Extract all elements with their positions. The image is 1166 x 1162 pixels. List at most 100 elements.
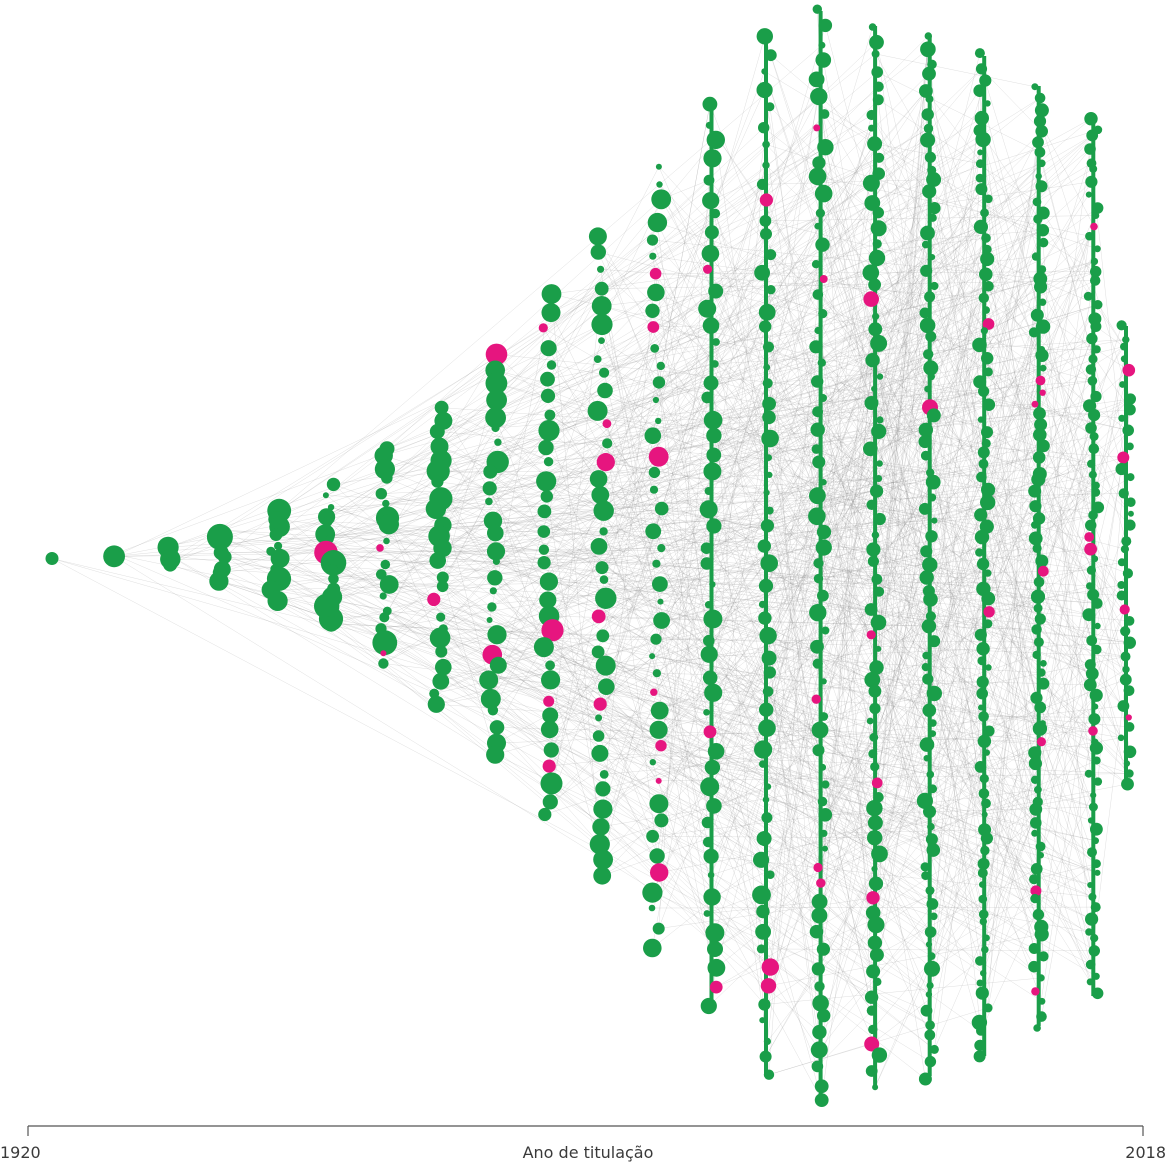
edge — [1037, 325, 1122, 597]
node-highlight — [596, 453, 615, 472]
node — [1120, 545, 1129, 554]
edge — [768, 468, 1122, 659]
node — [700, 557, 713, 570]
node — [922, 703, 937, 718]
node — [1038, 951, 1049, 962]
node — [1028, 746, 1042, 760]
edge — [654, 348, 708, 823]
node — [704, 487, 713, 495]
edge — [815, 346, 879, 432]
edge — [437, 560, 496, 755]
edge — [765, 571, 1044, 1057]
node — [1088, 945, 1101, 957]
edge — [270, 436, 1095, 590]
node — [712, 338, 720, 346]
node — [868, 249, 886, 267]
node — [979, 267, 993, 282]
node — [486, 542, 506, 561]
edge — [768, 313, 823, 1075]
node — [759, 215, 772, 227]
node — [591, 744, 609, 762]
node — [927, 952, 936, 960]
node — [435, 658, 452, 676]
edge — [878, 99, 1038, 203]
edge — [707, 181, 1092, 823]
edge — [549, 705, 1124, 767]
edge — [550, 510, 604, 802]
edge — [223, 529, 826, 849]
node — [1028, 531, 1043, 546]
edge — [711, 232, 872, 1011]
node-highlight — [541, 619, 564, 642]
node — [1119, 673, 1132, 686]
node — [595, 781, 611, 797]
node — [593, 866, 612, 885]
node — [811, 907, 828, 924]
edge — [387, 346, 1124, 519]
node — [653, 612, 670, 629]
edge — [551, 783, 929, 995]
edge — [818, 316, 876, 969]
node — [762, 378, 773, 389]
node — [868, 749, 878, 759]
edge — [170, 327, 544, 560]
edge — [933, 482, 984, 589]
edge — [715, 147, 826, 343]
node — [1035, 180, 1048, 193]
node — [1036, 1011, 1047, 1022]
edge — [819, 329, 876, 902]
node — [1092, 703, 1099, 710]
edge — [270, 457, 1040, 552]
node — [381, 472, 393, 484]
node — [1087, 817, 1095, 824]
edge — [170, 521, 328, 560]
node — [817, 589, 829, 602]
node — [432, 672, 450, 690]
node — [762, 686, 774, 697]
node — [872, 206, 884, 219]
node — [926, 172, 942, 187]
node — [711, 360, 719, 368]
edge — [219, 536, 1130, 622]
node — [757, 539, 771, 553]
node — [760, 228, 772, 240]
node — [703, 634, 715, 647]
node — [866, 109, 877, 121]
node — [649, 720, 668, 739]
node — [976, 1026, 986, 1036]
node — [1088, 354, 1098, 364]
node — [704, 759, 721, 776]
edge — [652, 310, 1039, 597]
node — [752, 885, 771, 905]
node — [765, 249, 777, 261]
edge — [709, 125, 926, 442]
node — [1030, 817, 1042, 829]
node — [975, 956, 985, 966]
node — [981, 811, 988, 818]
edge — [606, 184, 763, 687]
edge — [715, 290, 876, 330]
node — [983, 725, 995, 737]
edge — [982, 286, 1041, 994]
node — [595, 587, 617, 609]
edge — [766, 481, 934, 729]
edge — [874, 35, 929, 767]
edge — [279, 256, 653, 511]
edge — [871, 114, 1122, 596]
node — [809, 604, 827, 622]
node — [811, 1060, 824, 1073]
node-highlight — [1117, 451, 1130, 464]
node — [919, 307, 931, 319]
edge — [383, 157, 931, 654]
edge — [279, 526, 872, 610]
edge — [928, 344, 980, 995]
node — [1034, 785, 1042, 794]
edge — [770, 201, 1038, 875]
node — [818, 41, 826, 49]
node — [978, 704, 984, 711]
node — [1126, 442, 1134, 451]
edge — [601, 324, 764, 932]
node — [812, 658, 823, 669]
node — [479, 670, 499, 690]
edge — [979, 90, 1094, 516]
